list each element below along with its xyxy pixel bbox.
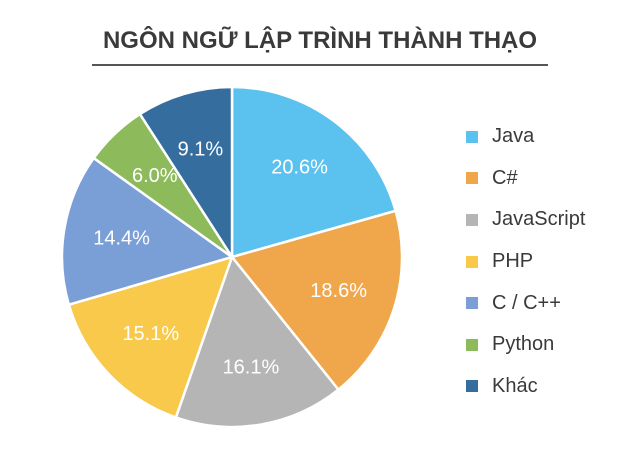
pie-slice-javascript [174, 255, 340, 429]
legend-swatch [466, 297, 478, 310]
legend-swatch [466, 213, 478, 226]
slice-value-label: 6.0% [132, 165, 178, 187]
slice-value-label: 15.1% [122, 323, 179, 345]
legend-item: C / C++ [466, 282, 636, 324]
legend: Java C# JavaScript PHP C / C++ Python Khác [466, 116, 636, 407]
slice-value-label: 9.1% [178, 139, 224, 161]
legend-item: Khác [466, 366, 636, 408]
chart-title: NGÔN NGỮ LẬP TRÌNH THÀNH THẠO [102, 27, 538, 54]
legend-label: C# [492, 166, 518, 189]
legend-swatch [466, 255, 478, 268]
legend-swatch [466, 172, 478, 185]
pie-slice-c-c [60, 156, 234, 306]
slice-value-label: 14.4% [93, 227, 150, 249]
legend-item: PHP [466, 241, 636, 283]
legend-label: Java [492, 125, 535, 148]
legend-label: Khác [492, 374, 538, 397]
legend-swatch [466, 380, 478, 393]
legend-item: Java [466, 116, 636, 158]
legend-label: Python [492, 333, 555, 356]
pie-slice-c [230, 209, 404, 391]
pie-slice-java [230, 85, 397, 259]
legend-label: PHP [492, 250, 534, 273]
legend-swatch [466, 338, 478, 351]
legend-item: JavaScript [466, 199, 636, 241]
title-underline [92, 64, 548, 66]
pie-slice-kh-c [138, 85, 234, 259]
legend-item: C# [466, 158, 636, 200]
slice-value-label: 18.6% [310, 280, 367, 302]
slice-value-label: 16.1% [223, 356, 280, 378]
legend-item: Python [466, 324, 636, 366]
legend-swatch [466, 130, 478, 143]
legend-label: C / C++ [492, 291, 561, 314]
legend-label: JavaScript [492, 208, 586, 231]
slice-value-label: 20.6% [271, 157, 328, 179]
pie-slice-php [67, 255, 234, 419]
